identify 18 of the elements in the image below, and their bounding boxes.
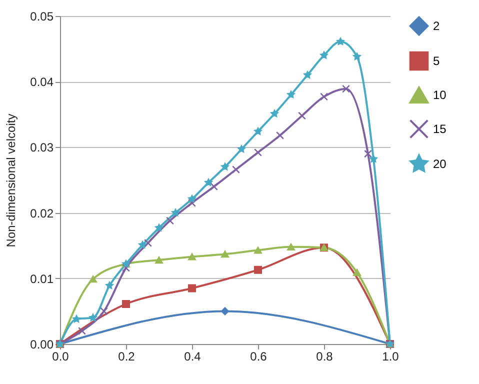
y-tick-label: 0.05 (30, 10, 54, 24)
y-tick-label: 0.03 (30, 140, 54, 155)
legend-label: 20 (433, 157, 447, 171)
y-axis-title: Non-dimensional velcoity (4, 114, 18, 248)
y-tick-label: 0.02 (30, 206, 54, 220)
legend-label: 5 (433, 54, 440, 68)
y-tick-label: 0.01 (30, 272, 54, 286)
x-tick-label: 0.0 (52, 350, 70, 364)
x-tick-label: 0.6 (250, 350, 268, 364)
y-tick-label: 0.04 (30, 75, 54, 90)
y-tick-label: 0.00 (30, 338, 54, 352)
x-tick-label: 0.4 (184, 350, 202, 364)
legend-label: 10 (433, 88, 447, 102)
x-tick-label: 0.8 (316, 350, 334, 364)
x-tick-label: 0.2 (118, 350, 136, 364)
legend-label: 2 (433, 19, 440, 33)
x-tick-label: 1.0 (382, 350, 400, 364)
legend-label: 15 (433, 122, 447, 136)
